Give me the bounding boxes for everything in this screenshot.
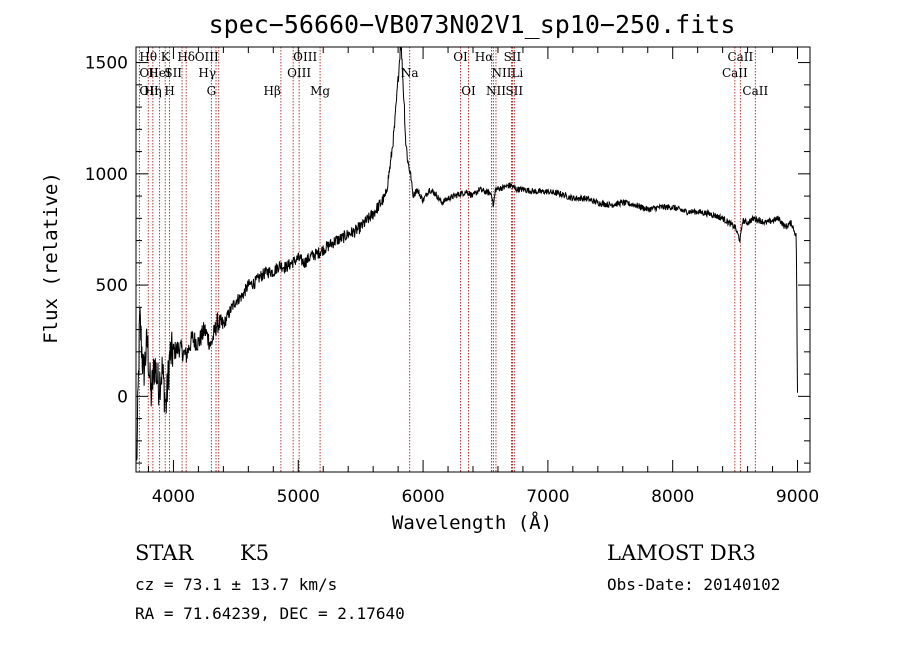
line-label: CaII: [727, 50, 753, 64]
x-tick-label: 5000: [277, 487, 320, 507]
line-label: Hη: [144, 84, 162, 98]
line-label: NII: [486, 84, 506, 98]
spectrum-line: [136, 46, 798, 461]
line-label: Hγ: [198, 66, 216, 80]
object-subclass: K5: [240, 541, 269, 565]
line-label: Hδ: [177, 50, 195, 64]
plot-frame: [135, 46, 811, 473]
line-label: OI: [453, 50, 468, 64]
y-tick-label: 500: [96, 276, 128, 296]
line-label: SII: [505, 84, 523, 98]
line-label: Hα: [475, 50, 494, 64]
line-label: HeI: [148, 66, 171, 80]
line-label: H: [164, 84, 174, 98]
emission-line-markers: [138, 47, 756, 472]
y-tick-label: 0: [117, 387, 128, 407]
line-label: OIII: [195, 50, 219, 64]
line-label: Hθ: [139, 50, 157, 64]
coordinates: RA = 71.64239, DEC = 2.17640: [135, 604, 405, 623]
survey-name: LAMOST DR3: [607, 541, 756, 565]
axis-ticks: [136, 47, 810, 472]
line-label: OIII: [293, 50, 317, 64]
x-tick-labels: 4000 5000 6000 7000 8000 9000: [152, 487, 819, 507]
line-label: Mg: [310, 84, 330, 98]
line-label: OIII: [287, 66, 311, 80]
x-tick-label: 6000: [401, 487, 444, 507]
x-tick-label: 4000: [152, 487, 195, 507]
y-tick-label: 1000: [85, 165, 128, 185]
object-class: STAR: [135, 541, 194, 565]
line-label: G: [207, 84, 217, 98]
line-label: Li: [511, 66, 523, 80]
y-axis-label: Flux (relative): [40, 172, 62, 344]
line-label: Hβ: [264, 84, 281, 98]
line-label: K: [161, 50, 171, 64]
line-label: OI: [461, 84, 476, 98]
line-label: CaII: [722, 66, 748, 80]
line-label: SII: [164, 66, 182, 80]
observation-date: Obs-Date: 20140102: [607, 575, 780, 594]
line-label: SII: [504, 50, 522, 64]
redshift-cz: cz = 73.1 ± 13.7 km/s: [135, 575, 337, 594]
chart-title: spec−56660−VB073N02V1_sp10−250.fits: [209, 10, 736, 39]
line-label: NII: [491, 66, 511, 80]
x-tick-label: 7000: [526, 487, 569, 507]
x-axis-label: Wavelength (Å): [392, 511, 552, 534]
x-tick-label: 8000: [651, 487, 694, 507]
spectrum-series: [136, 46, 798, 461]
line-label: CaII: [742, 84, 768, 98]
line-label: Na: [401, 66, 419, 80]
y-tick-labels: 0 500 1000 1500: [85, 54, 128, 408]
y-tick-label: 1500: [85, 54, 128, 74]
line-label: OII: [139, 66, 159, 80]
line-label: OII: [139, 84, 159, 98]
x-tick-label: 9000: [776, 487, 819, 507]
